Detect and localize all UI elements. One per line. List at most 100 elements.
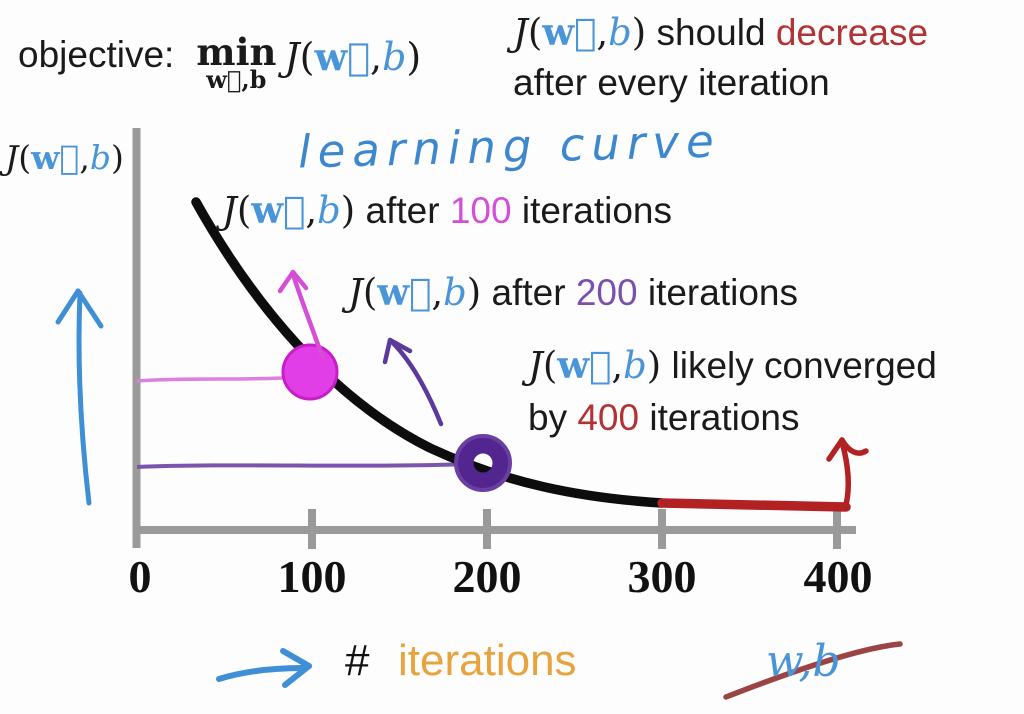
y-direction-arrow-icon [76,290,92,506]
objective-label: objective: [18,34,175,75]
cost-function-jwb: J(w⃗,b) [284,34,421,79]
math-close-paren: ) [406,35,422,79]
y-arrowhead-right [75,288,104,329]
math-b: b [382,35,407,79]
min-subscript: w⃗,b [206,65,267,95]
math-comma: , [305,189,318,232]
point-200-marker-outline [454,434,512,492]
math-close-paren: ) [646,344,662,387]
math-b: b [317,189,341,232]
x-tick-label-400: 400 [803,551,873,602]
point-100-marker [281,343,339,401]
decrease-claim: J(w⃗,b) should decrease after every iter… [513,8,928,108]
math-comma: , [431,271,444,314]
x-tick-label-100: 100 [277,551,347,602]
math-b: b [608,11,632,54]
converged-arrowhead-left [826,437,845,462]
math-open-paren: ( [299,35,315,79]
point-100-arrow-icon [290,271,325,359]
math-open-paren: ( [18,138,32,177]
y-arrowhead-left [55,288,81,325]
x-arrowhead-bottom [282,663,312,688]
min-label: min [196,30,277,74]
min-operator: min w⃗,b [196,30,277,95]
cost-function-jwb: J(w⃗,b) [513,10,647,54]
math-j: J [222,189,237,232]
annotation-100-number: 100 [449,190,512,231]
point-100-arrowhead-left [277,269,296,294]
chart-title: learning curve [297,114,722,179]
annotation-converged-text: likely converged [661,345,937,386]
annotation-mid-text: after [481,272,576,313]
math-w-vec: w⃗ [377,270,432,314]
claim-highlight-decrease: decrease [775,12,929,53]
point-200-arrowhead-left [382,337,393,365]
math-close-paren: ) [340,189,356,232]
converged-arrow-icon [839,439,852,508]
math-j: J [513,11,528,54]
annotation-tail-text: iterations [637,272,798,313]
math-w-vec: w⃗ [542,10,597,54]
crossed-out-wb: w,b [766,636,841,687]
math-comma: , [596,11,609,54]
annotation-400-number: 400 [577,396,640,438]
claim-line-1: J(w⃗,b) should decrease [513,8,928,58]
annotation-200-number: 200 [575,272,638,313]
objective-formula: objective: min w⃗,b J(w⃗,b) [18,30,421,95]
point-200-marker [456,436,510,490]
annotation-200-iterations: J(w⃗,b) after 200 iterations [348,270,798,314]
converged-segment [657,498,851,512]
claim-line-2: after every iteration [513,61,830,103]
math-b: b [89,138,111,177]
annotation-100-iterations: J(w⃗,b) after 100 iterations [222,188,672,232]
x-tick-label-0: 0 [128,551,152,602]
math-close-paren: ) [110,138,124,177]
math-j: J [348,271,363,314]
math-comma: , [611,344,624,387]
math-w-vec: w⃗ [31,138,80,177]
annotation-tail-text: iterations [639,396,800,438]
math-open-paren: ( [362,271,378,314]
learning-curve-line [191,197,667,508]
math-close-paren: ) [631,11,647,54]
point-100-arrowhead-right [290,269,309,291]
point-200-arrowhead-right [387,337,413,354]
point-200-arrow-icon [389,339,444,427]
math-comma: , [79,138,90,177]
annotation-400-converged: J(w⃗,b) likely converged by 400 iteratio… [528,340,937,444]
math-j: J [528,344,543,387]
x-tick-label-300: 300 [627,551,697,602]
math-w-vec: w⃗ [557,343,612,387]
reference-line-200 [136,462,469,469]
annotation-by-text: by [528,396,578,438]
math-w-vec: w⃗ [251,188,306,232]
y-axis-label: J(w⃗,b) [5,138,124,177]
annotation-mid-text: after [355,190,450,231]
math-j: J [284,35,300,79]
math-open-paren: ( [236,189,252,232]
x-direction-arrow-icon [216,665,306,682]
math-close-paren: ) [466,271,482,314]
math-comma: , [370,35,383,79]
hash-symbol: # [345,636,370,685]
math-w-vec: w⃗ [314,34,370,79]
cost-function-jwb: J(w⃗,b) [348,270,482,314]
x-tick-label-200: 200 [452,551,522,602]
math-b: b [443,271,467,314]
x-axis-title: iterations [398,636,577,685]
annotation-400-line-1: J(w⃗,b) likely converged [528,340,937,392]
math-j: J [5,138,19,177]
x-arrowhead-top [280,648,312,669]
reference-line-100 [136,375,301,383]
math-open-paren: ( [542,344,558,387]
cost-function-jwb: J(w⃗,b) [528,343,662,387]
cost-function-jwb: J(w⃗,b) [222,188,356,232]
annotation-tail-text: iterations [511,190,672,231]
converged-arrowhead-hook [839,437,869,456]
math-b: b [623,344,647,387]
claim-mid-text: should [646,12,776,53]
annotation-400-line-2: by 400 iterations [528,392,937,444]
strikethrough-line [723,641,903,700]
